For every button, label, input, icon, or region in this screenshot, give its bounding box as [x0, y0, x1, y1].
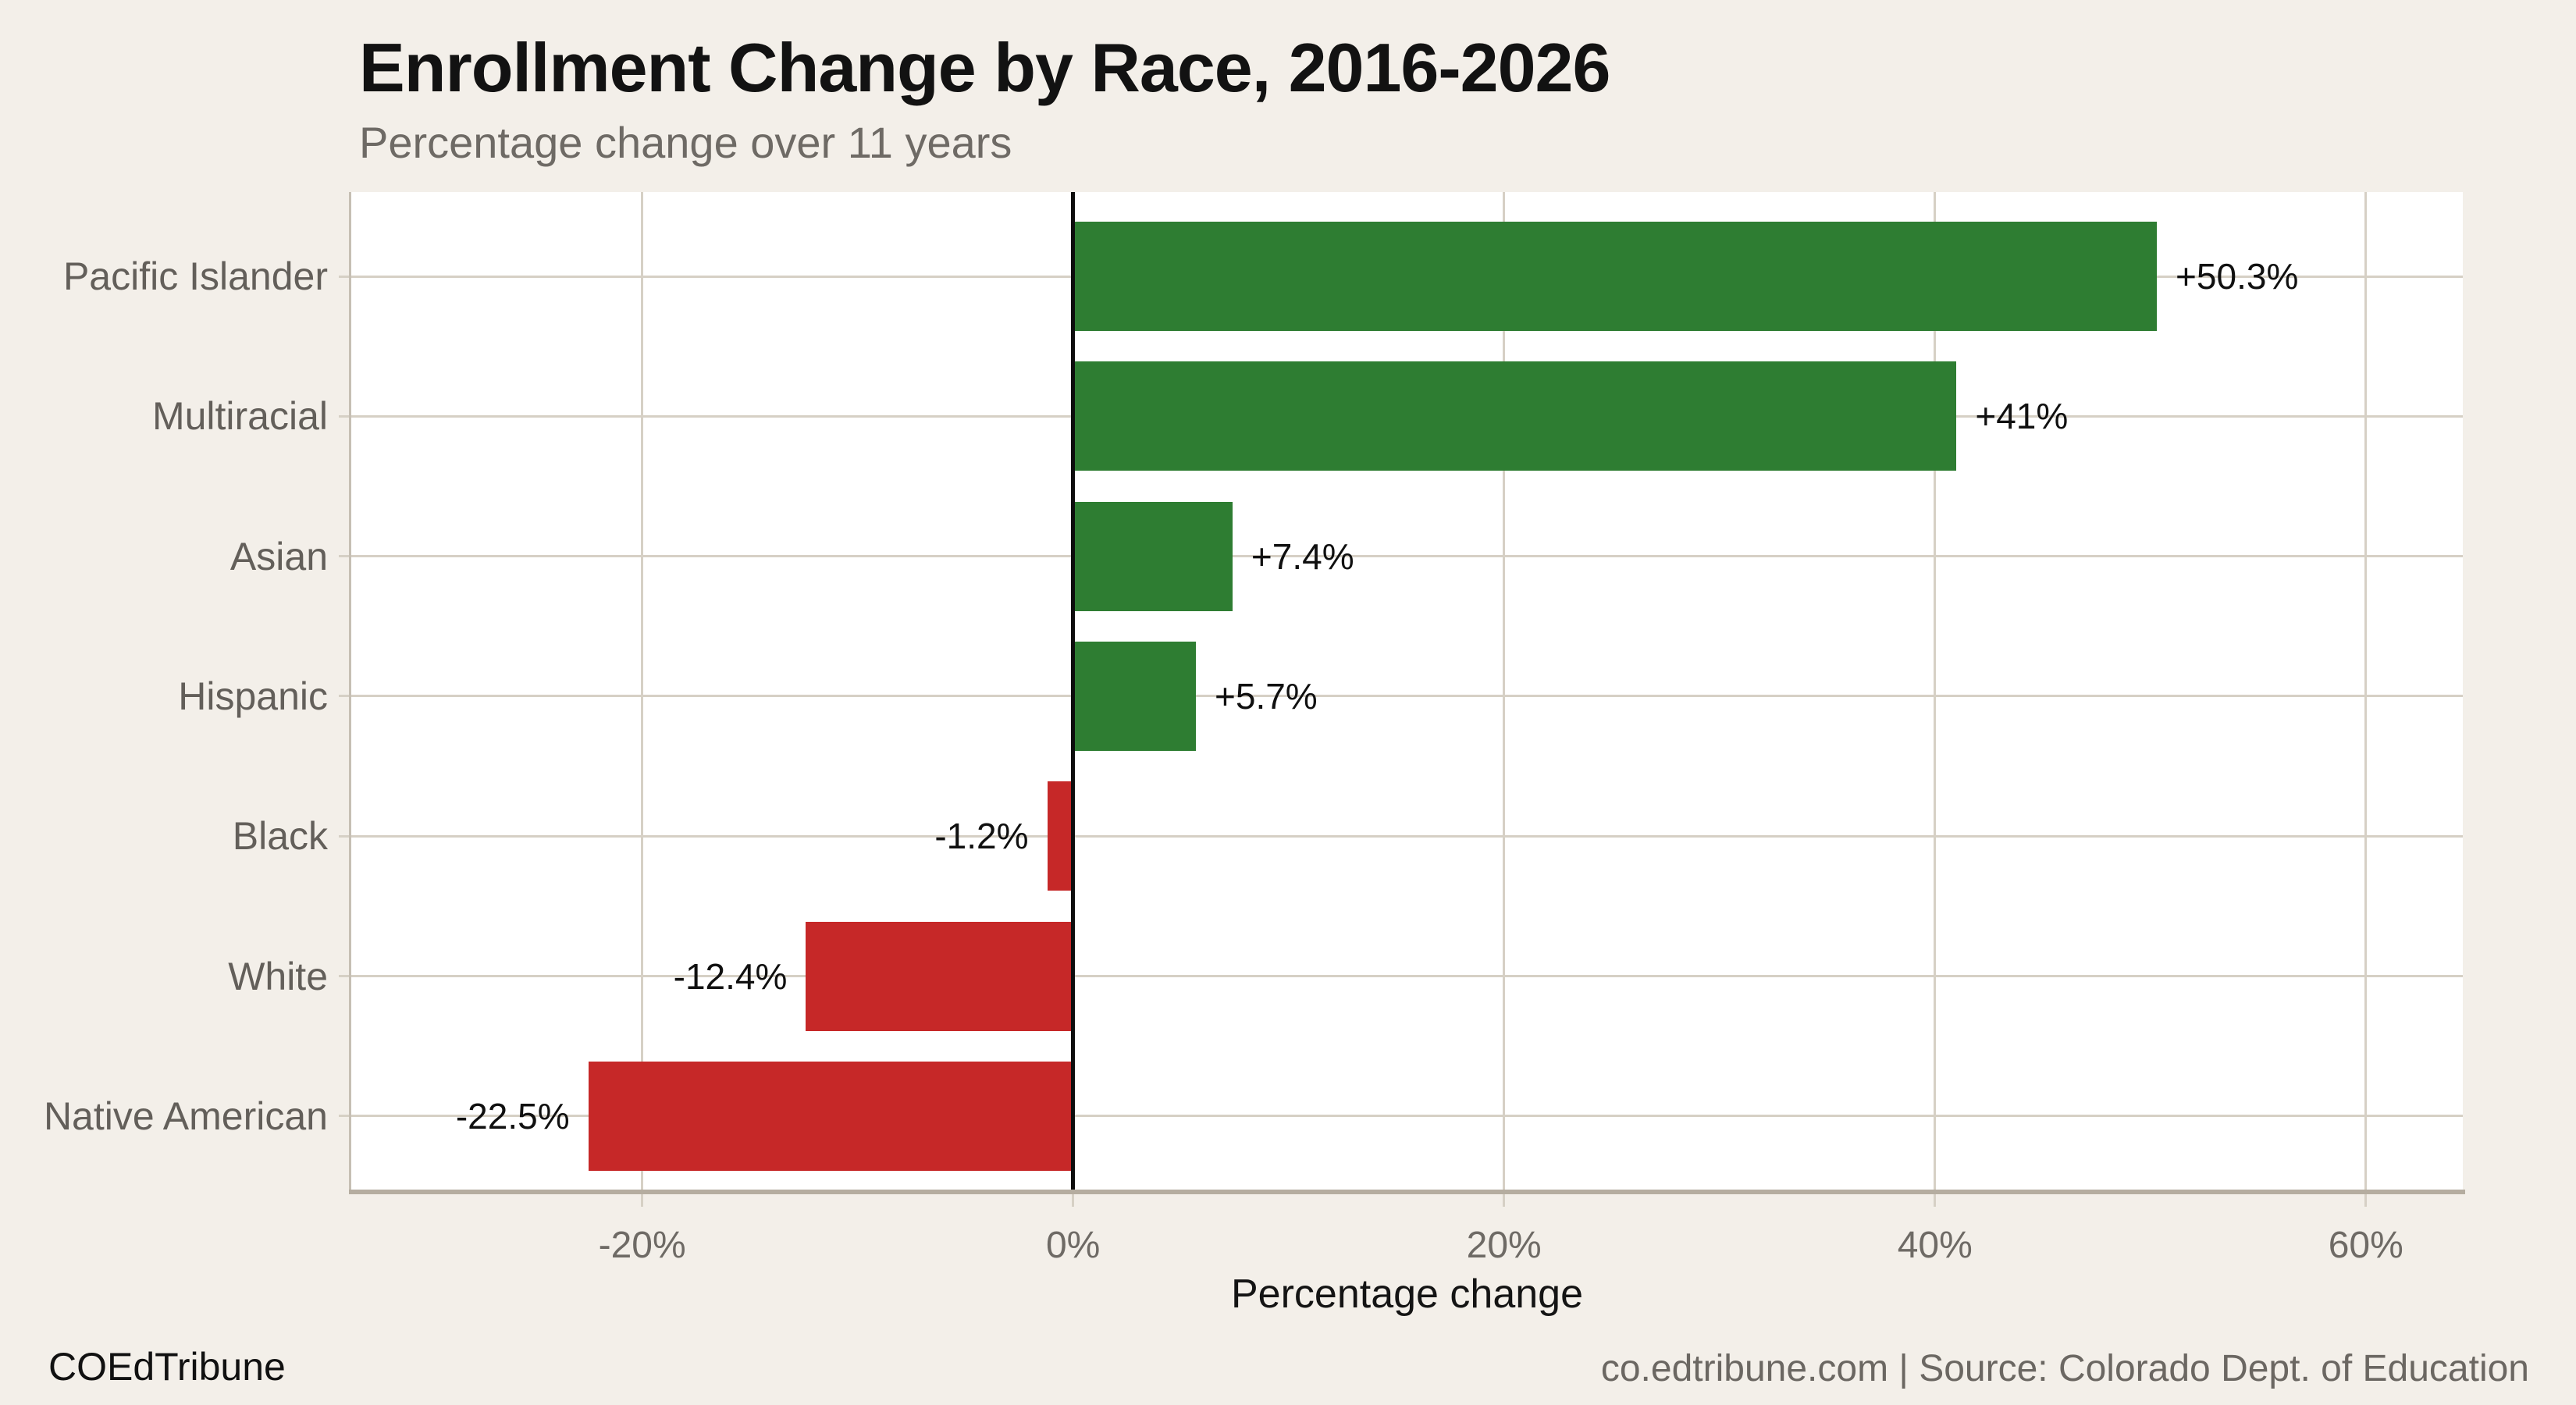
grid-line-vertical	[1934, 192, 1937, 1190]
bar-native-american	[588, 1061, 1073, 1171]
x-axis-title: Percentage change	[1230, 1272, 1583, 1317]
x-tick-label: 40%	[1897, 1225, 1973, 1266]
x-tick-label: 60%	[2328, 1225, 2403, 1266]
y-tick-mark	[339, 275, 351, 278]
y-tick-mark	[339, 414, 351, 418]
grid-line-horizontal	[351, 555, 2463, 558]
bar-white	[806, 921, 1073, 1031]
grid-line-horizontal	[351, 1115, 2463, 1118]
category-label-native-american: Native American	[43, 1094, 328, 1138]
value-label-multiracial: +41%	[1975, 396, 2069, 437]
grid-line-vertical	[1503, 192, 1506, 1190]
y-tick-mark	[339, 695, 351, 698]
category-label-black: Black	[232, 814, 328, 859]
x-axis-line	[349, 1190, 2465, 1194]
grid-line-vertical	[641, 192, 644, 1190]
x-tick-mark	[2364, 1194, 2368, 1207]
value-label-pacific-islander: +50.3%	[2176, 256, 2299, 297]
value-label-native-american: -22.5%	[455, 1095, 570, 1136]
footer-source: co.edtribune.com | Source: Colorado Dept…	[1600, 1348, 2529, 1389]
value-label-black: -1.2%	[934, 816, 1029, 857]
bar-pacific-islander	[1073, 222, 2158, 331]
plot-panel	[351, 192, 2463, 1190]
y-tick-mark	[339, 1115, 351, 1118]
y-tick-mark	[339, 834, 351, 838]
chart-title: Enrollment Change by Race, 2016-2026	[359, 29, 1610, 106]
category-label-pacific-islander: Pacific Islander	[62, 254, 328, 298]
x-tick-mark	[1072, 1194, 1075, 1207]
category-label-asian: Asian	[229, 534, 328, 578]
grid-line-horizontal	[351, 834, 2463, 838]
grid-line-vertical	[2364, 192, 2368, 1190]
y-tick-mark	[339, 975, 351, 977]
grid-line-horizontal	[351, 695, 2463, 698]
bar-asian	[1073, 501, 1233, 611]
value-label-asian: +7.4%	[1251, 535, 1354, 577]
x-tick-label: 20%	[1466, 1225, 1542, 1266]
x-tick-label: -20%	[598, 1225, 686, 1266]
x-tick-mark	[1503, 1194, 1506, 1207]
category-label-multiracial: Multiracial	[151, 394, 328, 439]
bar-black	[1047, 781, 1073, 891]
x-tick-label: 0%	[1045, 1225, 1101, 1266]
bar-hispanic	[1073, 641, 1196, 751]
value-label-hispanic: +5.7%	[1215, 675, 1318, 717]
bar-multiracial	[1073, 361, 1957, 471]
x-tick-mark	[1934, 1194, 1937, 1207]
x-tick-mark	[641, 1194, 644, 1207]
category-label-white: White	[228, 954, 328, 998]
grid-line-horizontal	[351, 975, 2463, 977]
y-tick-mark	[339, 555, 351, 558]
zero-baseline	[1071, 192, 1076, 1190]
chart-subtitle: Percentage change over 11 years	[359, 118, 1012, 167]
footer-brand: COEdTribune	[48, 1345, 286, 1389]
category-label-hispanic: Hispanic	[178, 674, 328, 718]
y-axis-line	[349, 192, 351, 1194]
value-label-white: -12.4%	[673, 955, 788, 997]
